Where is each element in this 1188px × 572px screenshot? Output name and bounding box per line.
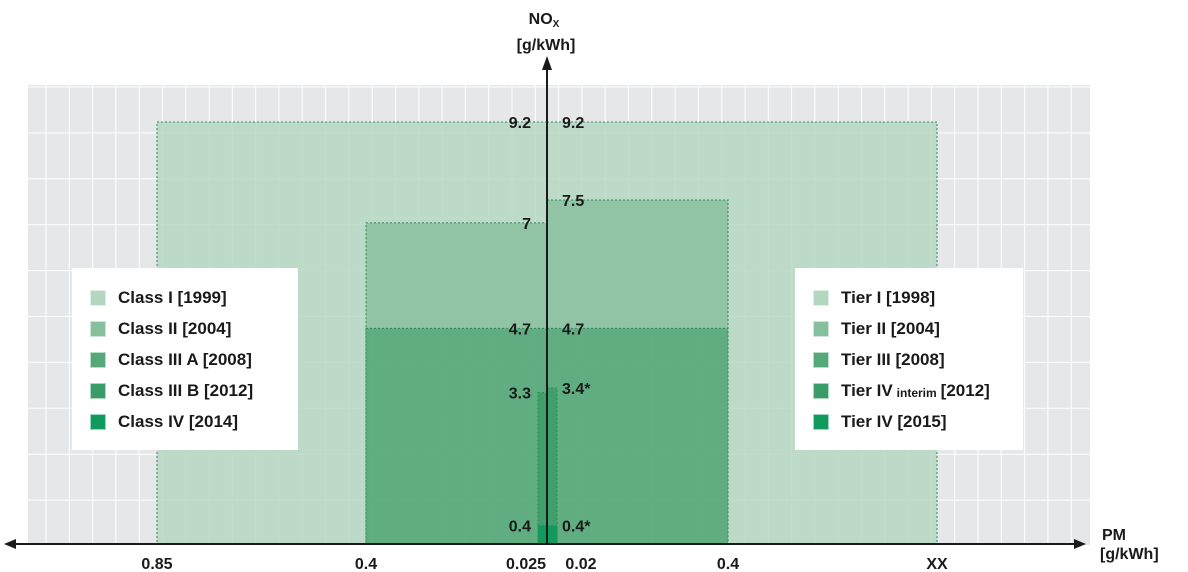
axes (4, 56, 1086, 549)
region-left (365, 327, 548, 545)
legend-label: Class III A [2008] (118, 349, 252, 369)
legend-label: Class I [1999] (118, 287, 227, 307)
x-axis-title: PM (1102, 527, 1126, 544)
x-tick-label: XX (926, 556, 948, 572)
nox-value-label-left: 4.7 (509, 321, 531, 338)
legend-swatch (90, 351, 106, 368)
legend-label: Class III B [2012] (118, 380, 254, 400)
x-axis-right-arrow-icon (1074, 539, 1086, 549)
legend-swatch (813, 351, 829, 368)
legend-item-class-iii-b: Class III B [2012] (90, 375, 282, 406)
legend-label: Tier IV (841, 380, 893, 400)
legend-left: Class I [1999] Class II [2004] Class III… (72, 268, 298, 450)
x-tick-label: 0.4 (717, 556, 739, 572)
y-axis-arrow-icon (542, 56, 552, 70)
nox-value-label-right: 4.7 (562, 321, 584, 338)
legend-label: Tier II [2004] (841, 318, 940, 338)
legend-item-class-i: Class I [1999] (90, 282, 282, 313)
nox-value-label-left: 3.3 (509, 386, 531, 403)
region-left (537, 392, 548, 545)
legend-item-tier-i: Tier I [1998] (813, 282, 1007, 313)
nox-value-label-right: 0.4* (562, 519, 591, 536)
legend-swatch (813, 413, 829, 430)
legend-swatch (90, 320, 106, 337)
legend-swatch (90, 382, 106, 399)
legend-label: Tier I [1998] (841, 287, 936, 307)
x-tick-label: 0.025 (506, 556, 546, 572)
legend-label: Tier III [2008] (841, 349, 945, 369)
nox-value-label-right: 3.4* (562, 381, 591, 398)
legend-item-class-iv: Class IV [2014] (90, 406, 282, 437)
x-tick-label: 0.4 (355, 556, 377, 572)
nox-value-label-left: 7 (522, 216, 531, 233)
nox-value-label-right: 9.2 (562, 115, 584, 132)
legend-swatch (813, 382, 829, 399)
legend-label: Class II [2004] (118, 318, 232, 338)
legend-item-tier-iii: Tier III [2008] (813, 344, 1007, 375)
nox-value-label-left: 9.2 (509, 115, 531, 132)
regions (156, 121, 938, 545)
y-axis-unit: [g/kWh] (517, 37, 576, 54)
legend-label: Tier IV [2015] (841, 411, 947, 431)
legend-item-tier-iv: Tier IV [2015] (813, 406, 1007, 437)
region-right (546, 525, 558, 545)
x-tick-label: 0.02 (565, 556, 596, 572)
legend-swatch (90, 289, 106, 306)
labels: NOX[g/kWh]PM[g/kWh]0.85 0.4 0.025 0.02 0.4 XX… (141, 11, 1158, 572)
legend-item-tier-iv-interim: Tier IV interim [2012] (813, 375, 1007, 406)
legend-item-class-ii: Class II [2004] (90, 313, 282, 344)
legend-right: Tier I [1998] Tier II [2004] Tier III [2… (795, 268, 1023, 450)
legend-swatch (813, 320, 829, 337)
x-axis-left-arrow-icon (4, 539, 16, 549)
legend-label: Class IV [2014] (118, 411, 239, 431)
legend-item-class-iii-a: Class III A [2008] (90, 344, 282, 375)
nox-value-label-right: 7.5 (562, 193, 584, 210)
nox-value-label-left: 0.4 (509, 519, 531, 536)
region-right (546, 387, 558, 545)
y-axis-title: NOX (529, 11, 560, 30)
region-right (546, 327, 729, 545)
legend-swatch (813, 289, 829, 306)
y-axis-title-subscript: X (553, 19, 560, 30)
legend-swatch (90, 413, 106, 430)
legend-item-tier-ii: Tier II [2004] (813, 313, 1007, 344)
x-axis-unit: [g/kWh] (1100, 546, 1159, 563)
x-tick-label: 0.85 (141, 556, 172, 572)
legend-label: [2012] (940, 380, 990, 400)
legend-label-subscript: interim (896, 385, 937, 400)
region-left (537, 525, 548, 545)
